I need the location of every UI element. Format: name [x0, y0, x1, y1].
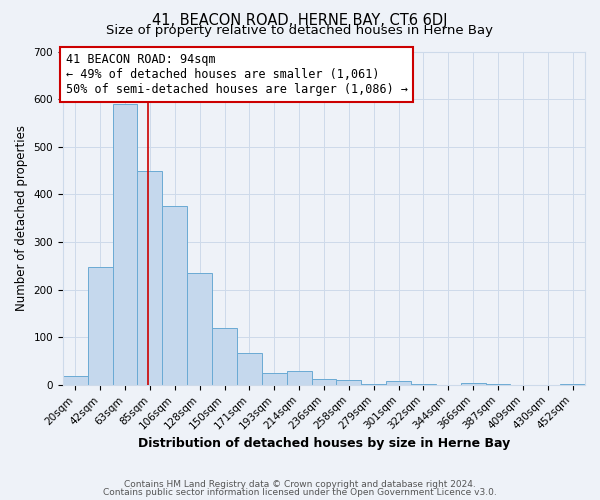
Bar [311, 378, 337, 385]
Bar [137, 170, 163, 385]
Text: Contains public sector information licensed under the Open Government Licence v3: Contains public sector information licen… [103, 488, 497, 497]
Bar [337, 380, 361, 385]
Text: 41, BEACON ROAD, HERNE BAY, CT6 6DJ: 41, BEACON ROAD, HERNE BAY, CT6 6DJ [152, 12, 448, 28]
Bar [287, 370, 311, 385]
Bar [212, 328, 237, 385]
Bar [262, 373, 287, 385]
Bar [461, 384, 485, 385]
Bar [163, 206, 187, 385]
Bar [187, 273, 212, 385]
Bar [411, 384, 436, 385]
Bar [113, 104, 137, 385]
Text: Contains HM Land Registry data © Crown copyright and database right 2024.: Contains HM Land Registry data © Crown c… [124, 480, 476, 489]
Bar [386, 381, 411, 385]
Bar [88, 267, 113, 385]
Bar [361, 384, 386, 385]
Bar [237, 353, 262, 385]
Bar [63, 376, 88, 385]
X-axis label: Distribution of detached houses by size in Herne Bay: Distribution of detached houses by size … [138, 437, 510, 450]
Text: Size of property relative to detached houses in Herne Bay: Size of property relative to detached ho… [107, 24, 493, 37]
Text: 41 BEACON ROAD: 94sqm
← 49% of detached houses are smaller (1,061)
50% of semi-d: 41 BEACON ROAD: 94sqm ← 49% of detached … [65, 53, 407, 96]
Y-axis label: Number of detached properties: Number of detached properties [15, 125, 28, 311]
Bar [485, 384, 511, 385]
